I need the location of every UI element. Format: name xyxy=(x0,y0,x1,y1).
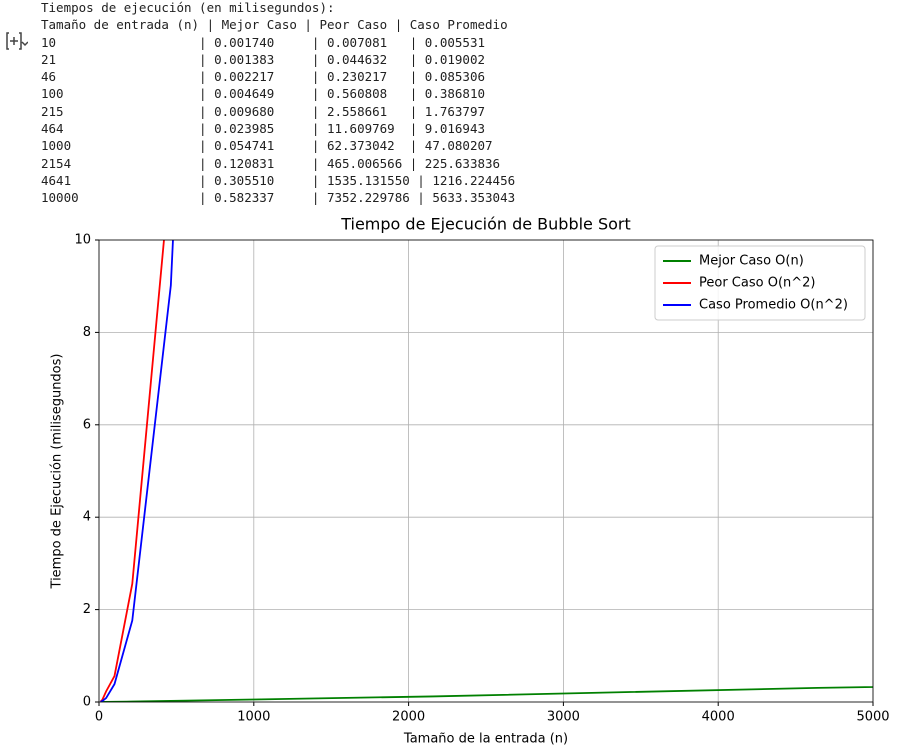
legend-label: Caso Promedio O(n^2) xyxy=(699,298,848,313)
output-line: 21 | 0.001383 | 0.044632 | 0.019002 xyxy=(41,51,486,67)
x-axis-label: Tamaño de la entrada (n) xyxy=(403,732,568,747)
y-axis-label: Tiempo de Ejecución (milisegundos) xyxy=(50,354,65,590)
output-text: Tiempos de ejecución (en milisegundos): T… xyxy=(41,0,515,207)
output-line: 2154 | 0.120831 | 465.006566 | 225.63383… xyxy=(41,155,501,171)
y-tick-label: 0 xyxy=(83,695,91,710)
x-tick-label: 4000 xyxy=(702,710,735,725)
legend-box xyxy=(654,245,866,321)
x-tick-label: 3000 xyxy=(547,710,580,725)
series-line xyxy=(100,686,873,702)
output-icon xyxy=(6,32,28,50)
output-line: Tamaño de entrada (n) | Mejor Caso | Peo… xyxy=(41,17,508,33)
x-tick-label: 1000 xyxy=(237,710,270,725)
legend-label: Peor Caso O(n^2) xyxy=(699,276,816,291)
x-tick-label: 5000 xyxy=(856,710,889,725)
output-line: 464 | 0.023985 | 11.609769 | 9.016943 xyxy=(41,121,486,137)
output-line: 215 | 0.009680 | 2.558661 | 1.763797 xyxy=(41,103,486,119)
output-line: 1000 | 0.054741 | 62.373042 | 47.080207 xyxy=(41,138,493,154)
y-tick-label: 4 xyxy=(83,510,91,525)
legend-label: Mejor Caso O(n) xyxy=(699,254,804,269)
y-tick-label: 8 xyxy=(83,325,91,340)
output-line: Tiempos de ejecución (en milisegundos): xyxy=(41,0,335,15)
series-line xyxy=(99,240,165,702)
y-tick-label: 6 xyxy=(83,417,91,432)
plot-frame xyxy=(98,239,874,703)
y-tick-label: 2 xyxy=(83,602,91,617)
output-line: 46 | 0.002217 | 0.230217 | 0.085306 xyxy=(41,69,486,85)
x-tick-label: 0 xyxy=(95,710,103,725)
output-line: 10 | 0.001740 | 0.007081 | 0.005531 xyxy=(41,34,486,50)
series-line xyxy=(100,240,174,702)
output-line: 10000 | 0.582337 | 7352.229786 | 5633.35… xyxy=(41,190,516,206)
output-line: 4641 | 0.305510 | 1535.131550 | 1216.224… xyxy=(41,172,516,188)
x-tick-label: 2000 xyxy=(392,710,425,725)
y-tick-label: 10 xyxy=(74,233,91,248)
plot-lines xyxy=(99,240,873,702)
output-line: 100 | 0.004649 | 0.560808 | 0.386810 xyxy=(41,86,486,102)
chart-title: Tiempo de Ejecución de Bubble Sort xyxy=(340,215,631,234)
